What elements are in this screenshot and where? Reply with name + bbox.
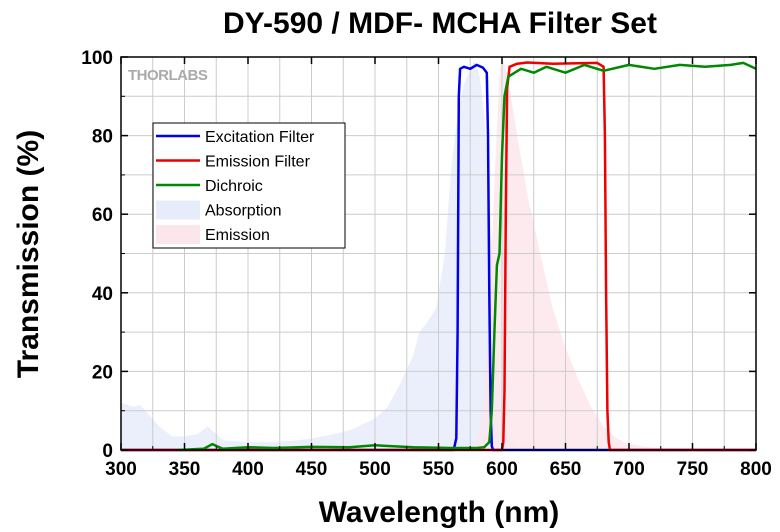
x-tick-label: 700 <box>613 459 645 480</box>
legend-label-absorption: Absorption <box>205 203 282 220</box>
y-tick-label: 20 <box>92 362 113 383</box>
line-layer <box>121 61 757 452</box>
x-tick-label: 650 <box>550 459 582 480</box>
series-area-emission <box>470 57 756 450</box>
chart-title: DY-590 / MDF- MCHA Filter Set <box>223 7 657 40</box>
legend: Excitation Filter Emission Filter Dichroic… <box>152 122 346 249</box>
y-tick-label: 80 <box>92 127 113 148</box>
legend-label-emission-filter: Emission Filter <box>205 154 311 171</box>
legend-label-emission: Emission <box>205 227 270 244</box>
legend-swatch-absorption <box>156 200 200 220</box>
y-tick-label: 40 <box>92 284 113 305</box>
legend-swatch-emission <box>156 225 200 244</box>
x-tick-label: 500 <box>359 459 391 480</box>
axis-ticks: 300 350 400 450 500 550 600 650 700 750 800 0 20 40 60… <box>81 48 772 480</box>
x-tick-label: 750 <box>677 459 709 480</box>
x-tick-label: 450 <box>296 459 328 480</box>
x-tick-label: 550 <box>423 459 455 480</box>
y-axis-title: Transmission (%) <box>12 130 45 378</box>
x-tick-label: 300 <box>105 459 137 480</box>
y-tick-label: 60 <box>92 205 113 226</box>
grid-lines <box>121 57 756 450</box>
x-tick-label: 350 <box>169 459 201 480</box>
legend-label-dichroic: Dichroic <box>205 178 263 195</box>
y-tick-label: 100 <box>81 48 113 69</box>
x-tick-label: 600 <box>486 459 518 480</box>
thorlabs-watermark: THORLABS <box>128 67 208 84</box>
series-line-emission-filter <box>121 61 756 452</box>
x-tick-label: 800 <box>740 459 772 480</box>
series-line-dichroic <box>178 61 757 452</box>
x-axis-title: Wavelength (nm) <box>319 496 560 529</box>
x-tick-label: 400 <box>232 459 264 480</box>
legend-label-excitation-filter: Excitation Filter <box>205 129 315 146</box>
y-tick-label: 0 <box>102 441 113 462</box>
